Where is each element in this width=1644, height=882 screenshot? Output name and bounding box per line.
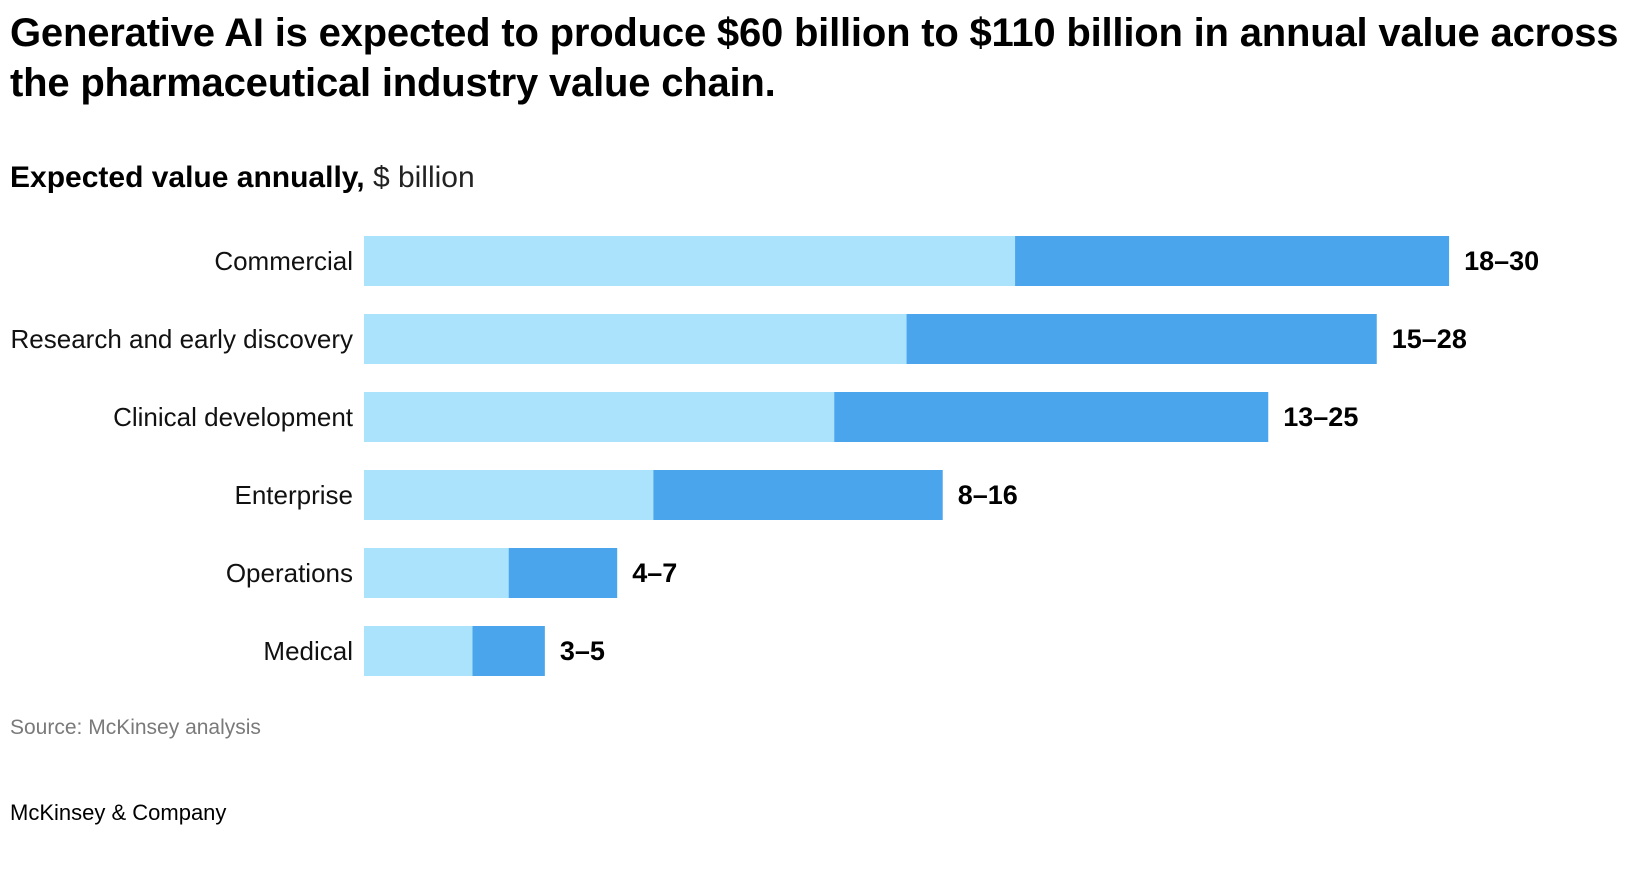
range-value-label: 18–30: [1464, 246, 1539, 276]
bar-chart: Commercial 18–30 Research and early discov…: [11, 236, 1539, 676]
category-label: Operations: [226, 558, 353, 588]
bar-low-segment: [364, 314, 907, 364]
range-value-label: 8–16: [958, 480, 1018, 510]
subtitle-unit: $ billion: [372, 161, 475, 194]
category-label: Clinical development: [113, 402, 354, 432]
bar-high-segment: [1015, 236, 1450, 286]
bar-high-segment: [834, 392, 1269, 442]
chart-title: Generative AI is expected to produce $60…: [10, 11, 1619, 105]
subtitle-measure: Expected value annually,: [10, 161, 365, 194]
range-value-label: 3–5: [560, 636, 605, 666]
bar-low-segment: [364, 470, 654, 520]
range-value-label: 15–28: [1392, 324, 1467, 354]
category-label: Research and early discovery: [11, 324, 354, 354]
bar-low-segment: [364, 626, 473, 676]
range-value-label: 4–7: [632, 558, 677, 588]
bar-low-segment: [364, 236, 1016, 286]
bar-high-segment: [472, 626, 545, 676]
category-label: Commercial: [214, 246, 353, 276]
range-value-label: 13–25: [1283, 402, 1358, 432]
category-label: Medical: [263, 636, 353, 666]
bar-high-segment: [653, 470, 943, 520]
bar-high-segment: [508, 548, 618, 598]
brand-logo-text: McKinsey & Company: [10, 800, 227, 825]
source-note: Source: McKinsey analysis: [10, 716, 261, 739]
bar-low-segment: [364, 548, 509, 598]
bar-high-segment: [906, 314, 1377, 364]
bar-low-segment: [364, 392, 835, 442]
chart-subtitle: Expected value annually, $ billion: [10, 158, 475, 198]
category-label: Enterprise: [235, 480, 354, 510]
